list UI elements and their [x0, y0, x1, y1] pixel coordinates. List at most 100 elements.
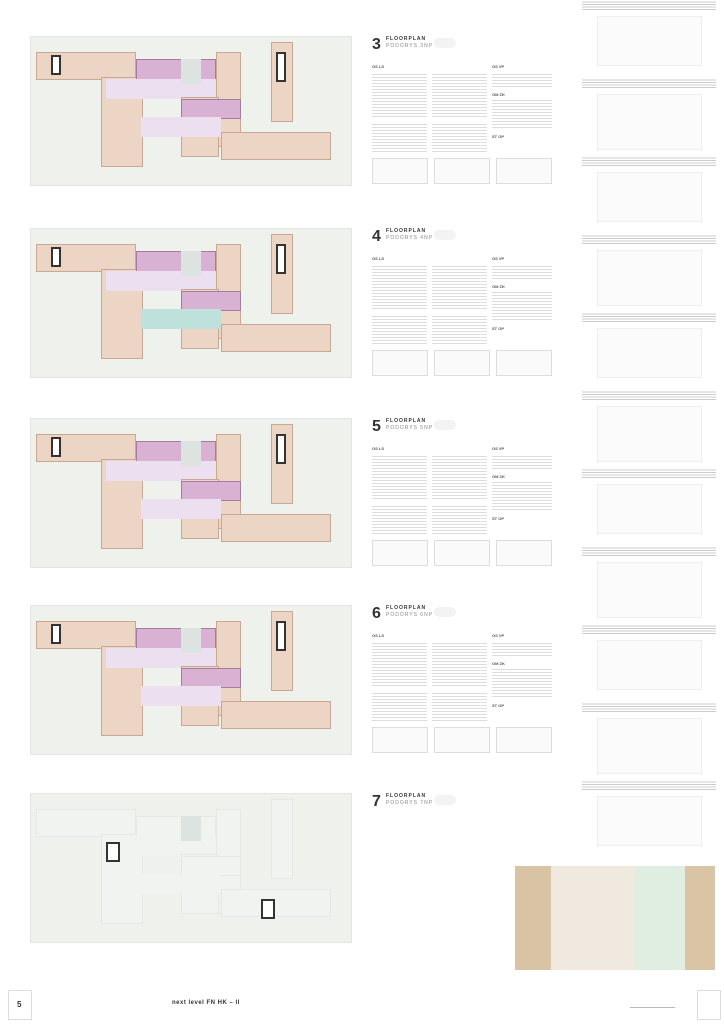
- key-diagram: [372, 158, 428, 184]
- floor-info-3: 3 FLOORPLAN PODORYS 3NP OS LS OS VP OM ZK ST O…: [372, 34, 557, 184]
- floor-number: 4: [372, 228, 381, 245]
- circulation: [106, 79, 216, 99]
- room-list: [372, 122, 427, 152]
- diagram-block: [373, 175, 389, 183]
- ward-wing: [221, 889, 331, 917]
- ward-wing: [221, 132, 331, 160]
- concept-diagram: [597, 718, 702, 774]
- ward-wing: [221, 514, 331, 542]
- section-label: OM ZK: [492, 284, 505, 289]
- floor-subtitle: PODORYS 4NP: [386, 235, 434, 241]
- diagram-block: [435, 728, 455, 736]
- highlight-zone: [136, 251, 216, 273]
- highlight-zone: [136, 816, 216, 838]
- circulation: [106, 461, 216, 481]
- floor-subtitle: PODORYS 6NP: [386, 612, 434, 618]
- concept-diagram: [597, 406, 702, 462]
- concept-diagram: [597, 484, 702, 534]
- floor-info-5: 5 FLOORPLAN PODORYS 5NP OS LS OS VP OM ZK ST O…: [372, 416, 557, 566]
- description-text: [582, 234, 716, 244]
- room-list: [432, 314, 487, 344]
- room-list: [372, 691, 427, 721]
- stair-core: [106, 842, 120, 862]
- concept-diagram: [597, 562, 702, 618]
- circulation: [141, 117, 221, 137]
- floor-subtitle: PODORYS 5NP: [386, 425, 434, 431]
- room-list: [492, 667, 552, 699]
- section-label: ST OP: [492, 703, 505, 708]
- diagram-block: [373, 541, 393, 549]
- key-diagram: [434, 158, 490, 184]
- diagram-block: [497, 541, 517, 549]
- circulation: [141, 309, 221, 329]
- section-label: OS VP: [492, 256, 505, 261]
- key-diagram: [372, 727, 428, 753]
- room-list: [432, 454, 487, 499]
- description-text: [582, 702, 716, 712]
- room-list: [372, 504, 427, 534]
- diagram-block: [435, 359, 453, 367]
- room-list: [372, 454, 427, 499]
- key-diagram: [434, 727, 490, 753]
- stamp-logo: [434, 795, 456, 805]
- description-text: [582, 78, 716, 88]
- diagram-block: [497, 728, 517, 736]
- room-list: [432, 122, 487, 152]
- diagram-block: [435, 351, 455, 359]
- circulation: [141, 499, 221, 519]
- description-text: [582, 546, 716, 556]
- diagram-block: [373, 367, 389, 375]
- room-list: [372, 641, 427, 686]
- section-label: OM ZK: [492, 474, 505, 479]
- interior-render-photo: [515, 866, 715, 970]
- highlight-zone: [181, 481, 241, 501]
- section-label: OS VP: [492, 633, 505, 638]
- description-text: [582, 624, 716, 634]
- page-number: 5: [17, 1000, 22, 1009]
- section-label: OM ZK: [492, 92, 505, 97]
- floor-title: FLOORPLAN: [386, 36, 427, 42]
- diagram-block: [373, 159, 393, 167]
- key-diagram: [496, 350, 552, 376]
- diagram-block: [435, 159, 455, 167]
- description-text: [582, 156, 716, 166]
- concept-diagram: [597, 796, 702, 846]
- diagram-block: [435, 541, 455, 549]
- floor-number: 3: [372, 36, 381, 53]
- room-list: [432, 691, 487, 721]
- ward-wing: [221, 324, 331, 352]
- key-diagram: [496, 727, 552, 753]
- room-list: [492, 264, 552, 280]
- stair-core: [51, 55, 61, 75]
- description-text: [582, 780, 716, 790]
- key-diagram: [372, 350, 428, 376]
- diagram-block: [373, 167, 391, 175]
- floor-title: FLOORPLAN: [386, 605, 427, 611]
- stamp-logo: [434, 230, 456, 240]
- stair-core: [276, 52, 286, 82]
- page-number-box: 5: [8, 990, 32, 1020]
- diagram-block: [497, 351, 517, 359]
- highlight-zone: [181, 856, 241, 876]
- corner-box: [697, 990, 721, 1020]
- key-diagram: [496, 158, 552, 184]
- stair-core: [51, 624, 61, 644]
- diagram-block: [497, 744, 513, 752]
- diagram-block: [373, 736, 391, 744]
- highlight-zone: [181, 668, 241, 688]
- room-list: [492, 72, 552, 88]
- floor-number: 6: [372, 605, 381, 622]
- diagram-block: [373, 351, 393, 359]
- stair-core: [276, 244, 286, 274]
- stamp-logo: [434, 420, 456, 430]
- diagram-block: [373, 744, 389, 752]
- concept-diagram: [597, 94, 702, 150]
- floorplan-4: [30, 228, 352, 378]
- room-list: [432, 641, 487, 686]
- diagram-block: [497, 557, 513, 565]
- key-diagram: [434, 540, 490, 566]
- floor-subtitle: PODORYS 3NP: [386, 43, 434, 49]
- section-label: OS VP: [492, 446, 505, 451]
- room-list: [372, 264, 427, 309]
- key-diagram: [372, 540, 428, 566]
